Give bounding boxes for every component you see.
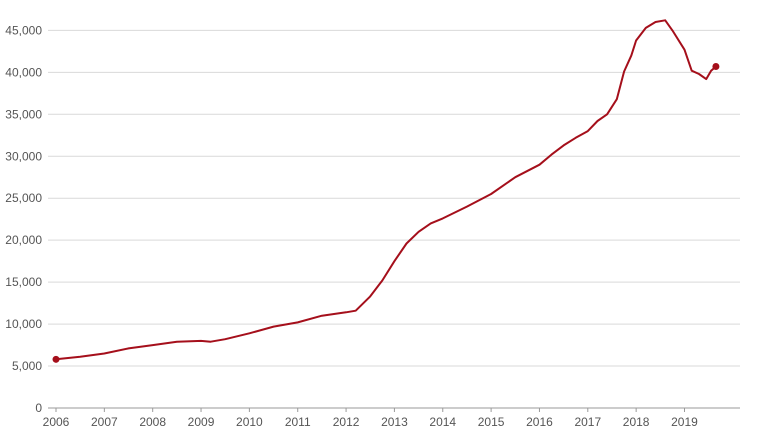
y-tick-label: 0 [35,401,42,415]
y-tick-label: 45,000 [5,23,42,37]
x-tick-label: 2015 [478,415,505,429]
x-tick-label: 2017 [574,415,601,429]
y-tick-label: 5,000 [12,359,42,373]
y-tick-label: 35,000 [5,107,42,121]
x-tick-label: 2014 [429,415,456,429]
x-tick-label: 2008 [139,415,166,429]
x-tick-label: 2012 [333,415,360,429]
series-line [55,19,717,361]
endpoint-markers [52,62,720,363]
x-tick-label: 2019 [671,415,698,429]
x-tick-label: 2010 [236,415,263,429]
x-tick-label: 2011 [285,415,311,429]
series-layer [55,19,717,361]
x-tick-label: 2013 [381,415,408,429]
y-axis-ticks: 0 5,000 10,000 15,000 20,000 25,000 30,000 35,0… [5,23,42,415]
gridlines [48,29,740,409]
x-tick-label: 2007 [91,415,118,429]
x-tick-label: 2006 [43,415,70,429]
x-axis-ticks: 2006 2007 2008 2009 2010 2011 2012 2013 2014 2015… [43,408,698,429]
y-tick-label: 15,000 [5,275,42,289]
endpoint-marker [52,355,60,363]
y-tick-label: 30,000 [5,149,42,163]
y-tick-label: 40,000 [5,65,42,79]
x-tick-label: 2016 [526,415,553,429]
y-tick-label: 25,000 [5,191,42,205]
endpoint-marker [712,62,720,70]
x-tick-label: 2018 [623,415,650,429]
y-tick-label: 20,000 [5,233,42,247]
x-tick-label: 2009 [188,415,215,429]
y-tick-label: 10,000 [5,317,42,331]
